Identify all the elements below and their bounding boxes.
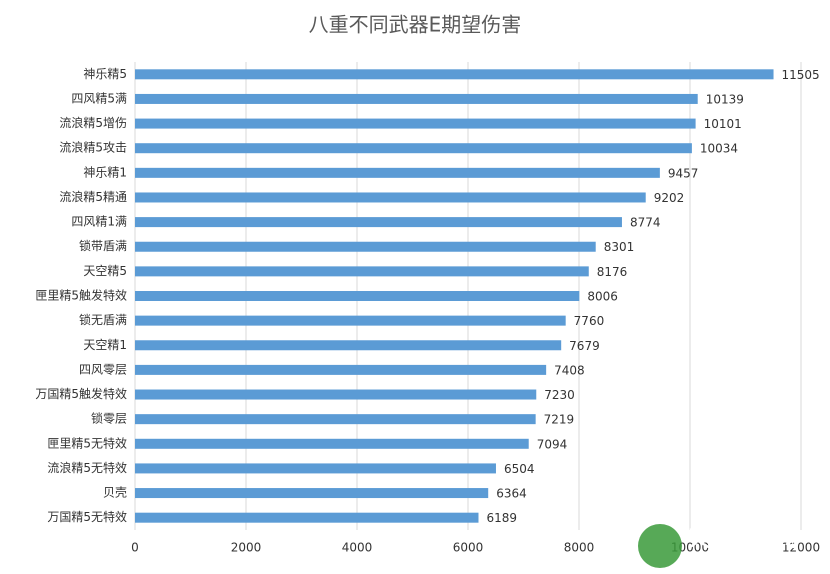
value-label: 7679 [569,339,600,353]
y-tick-label: 匣里精5无特效 [47,435,127,450]
bar [135,241,596,252]
bar [135,93,698,104]
value-label: 9457 [668,166,699,180]
y-tick-label: 万国精5触发特效 [35,386,127,401]
y-tick-label: 四风零层 [79,362,127,376]
bar [135,438,529,449]
watermark-logo [638,524,682,568]
y-tick-label: 四风精5满 [71,91,127,105]
watermark: 知 天源安卓网 www.jytyaz.com [612,524,798,568]
bar [135,118,696,129]
y-tick-label: 神乐精5 [83,67,127,81]
x-tick-label: 8000 [564,541,595,555]
bar [135,192,646,203]
y-tick-label: 流浪精5攻击 [59,140,127,155]
bar [135,217,622,228]
x-tick-label: 0 [131,541,139,555]
bar [135,167,660,178]
value-label: 10139 [706,92,744,106]
y-tick-label: 天空精1 [83,338,127,352]
bar [135,143,692,154]
y-tick-label: 流浪精5增伤 [59,115,127,130]
watermark-url: www.jytyaz.com [700,555,789,568]
x-tick-label: 4000 [342,541,373,555]
value-label: 10034 [700,142,738,156]
y-tick-label: 锁零层 [91,411,127,426]
value-label: 9202 [654,191,685,205]
value-label: 7219 [544,413,575,427]
y-tick-label: 流浪精5精通 [59,189,127,204]
value-label: 7408 [554,363,585,377]
value-label: 8006 [587,290,618,304]
bar [135,69,774,80]
y-tick-label: 神乐精1 [83,165,127,179]
y-tick-label: 匣里精5触发特效 [35,288,127,303]
x-tick-label: 12000 [782,541,820,555]
bar [135,266,589,277]
bar [135,364,547,375]
bar [135,488,489,499]
value-label: 7760 [574,314,605,328]
bar [135,463,496,474]
y-tick-label: 流浪精5无特效 [47,460,127,475]
value-label: 11505 [782,68,820,82]
y-tick-label: 四风精1满 [71,215,127,229]
value-label: 6504 [504,462,535,476]
value-label: 6189 [486,511,517,525]
watermark-site: 天源安卓网 [688,526,798,552]
watermark-mark: 知 [612,532,634,558]
chart-title: 八重不同武器E期望伤害 [309,13,522,37]
value-label: 8301 [604,240,635,254]
bar [135,512,479,523]
value-label: 8176 [597,265,628,279]
bar [135,291,580,301]
y-tick-label: 锁无盾满 [79,312,127,327]
value-label: 7094 [537,437,568,451]
value-label: 10101 [704,117,742,131]
bar [135,414,536,425]
bar [135,340,562,351]
y-tick-label: 万国精5无特效 [47,509,127,524]
y-tick-label: 贝壳 [103,486,127,500]
y-tick-label: 锁带盾满 [79,238,127,253]
bar [135,315,566,326]
value-label: 7230 [544,388,575,402]
x-tick-label: 6000 [453,541,484,555]
value-label: 8774 [630,216,661,230]
y-tick-label: 天空精5 [83,264,127,278]
value-label: 6364 [496,487,527,501]
x-tick-label: 2000 [231,541,262,555]
bar [135,389,537,400]
